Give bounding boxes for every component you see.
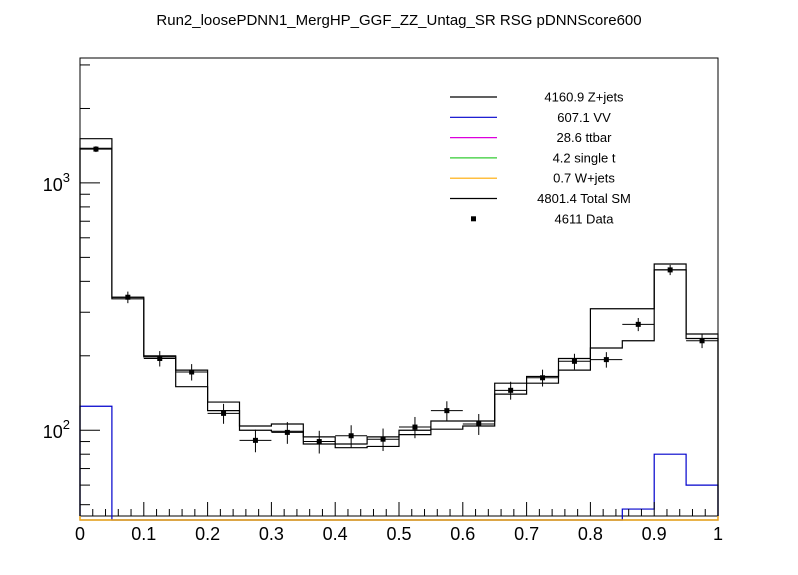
data-marker bbox=[667, 267, 673, 273]
data-point bbox=[494, 381, 527, 400]
legend-entry: 607.1 VV bbox=[450, 110, 611, 125]
x-tick-label: 0.8 bbox=[578, 524, 603, 544]
legend-entry: 4.2 single t bbox=[450, 150, 616, 165]
legend-entry: 4801.4 Total SM bbox=[450, 191, 631, 206]
x-tick-label: 0.7 bbox=[514, 524, 539, 544]
histogram-outline bbox=[79, 516, 719, 521]
data-marker bbox=[571, 358, 577, 364]
axes-layer: 0 0.1 0.2 0.3 0.4 0.5 0.6 0.7 0.8 0.9 1 103 102 bbox=[43, 64, 723, 544]
data-point bbox=[143, 351, 176, 367]
legend-label: 4801.4 Total SM bbox=[537, 191, 631, 206]
plot-area-border bbox=[79, 57, 719, 517]
data-point bbox=[399, 416, 431, 439]
data-marker bbox=[157, 356, 163, 362]
legend-label: 607.1 VV bbox=[557, 110, 611, 125]
data-point bbox=[239, 429, 272, 453]
data-marker bbox=[603, 357, 609, 363]
data-marker bbox=[444, 408, 450, 414]
data-point bbox=[526, 369, 559, 387]
data-point bbox=[175, 364, 208, 381]
x-tick-label: 0 bbox=[75, 524, 85, 544]
legend-entry: 28.6 ttbar bbox=[450, 130, 612, 145]
data-point bbox=[462, 414, 495, 435]
legend-entry: 4611 Data bbox=[471, 211, 614, 226]
series-z-jets bbox=[79, 147, 719, 516]
data-point bbox=[686, 333, 718, 349]
data-points-layer bbox=[80, 146, 718, 454]
data-point bbox=[430, 401, 463, 421]
data-marker bbox=[476, 421, 482, 427]
data-marker bbox=[508, 387, 514, 393]
chart-title: Run2_loosePDNN1_MergHP_GGF_ZZ_Untag_SR R… bbox=[156, 12, 641, 29]
data-point bbox=[654, 264, 687, 276]
legend-swatch-marker bbox=[471, 216, 476, 222]
data-point bbox=[590, 352, 623, 368]
x-tick-label: 0.6 bbox=[450, 524, 475, 544]
y-tick-label: 102 bbox=[43, 417, 70, 442]
data-point bbox=[335, 425, 368, 448]
x-tick-label: 0.4 bbox=[323, 524, 348, 544]
data-point bbox=[622, 317, 655, 332]
legend-label: 4.2 single t bbox=[553, 150, 616, 165]
histogram-outline bbox=[79, 147, 719, 516]
x-tick-label: 0.2 bbox=[195, 524, 220, 544]
legend: 4160.9 Z+jets 607.1 VV 28.6 ttbar 4.2 singl… bbox=[450, 90, 631, 226]
data-marker bbox=[412, 424, 418, 430]
data-point bbox=[207, 403, 240, 424]
data-point bbox=[558, 353, 591, 370]
data-marker bbox=[125, 294, 131, 300]
data-marker bbox=[540, 375, 546, 381]
legend-label: 4160.9 Z+jets bbox=[544, 90, 624, 105]
data-point bbox=[271, 422, 304, 444]
legend-entry: 4160.9 Z+jets bbox=[450, 90, 624, 105]
data-marker bbox=[316, 439, 322, 445]
data-marker bbox=[348, 433, 354, 439]
data-marker bbox=[699, 338, 705, 344]
x-tick-label: 1 bbox=[713, 524, 723, 544]
data-point bbox=[111, 291, 144, 304]
x-tick-label: 0.5 bbox=[386, 524, 411, 544]
data-marker bbox=[252, 437, 258, 443]
x-tick-label: 0.3 bbox=[259, 524, 284, 544]
data-marker bbox=[93, 146, 99, 152]
legend-label: 0.7 W+jets bbox=[553, 171, 615, 186]
data-point bbox=[303, 430, 336, 454]
data-point bbox=[80, 146, 112, 153]
legend-entry: 0.7 W+jets bbox=[450, 171, 615, 186]
data-marker bbox=[221, 410, 227, 416]
data-marker bbox=[635, 321, 641, 327]
x-tick-label: 0.9 bbox=[642, 524, 667, 544]
legend-label: 28.6 ttbar bbox=[557, 130, 613, 145]
series-w-jets bbox=[79, 516, 719, 521]
plot-frame bbox=[79, 57, 719, 517]
data-point bbox=[367, 428, 399, 452]
y-tick-label: 103 bbox=[43, 170, 70, 195]
data-marker bbox=[189, 369, 195, 375]
data-marker bbox=[284, 429, 290, 435]
x-tick-label: 0.1 bbox=[131, 524, 156, 544]
legend-label: 4611 Data bbox=[554, 211, 614, 226]
data-marker bbox=[380, 436, 386, 442]
